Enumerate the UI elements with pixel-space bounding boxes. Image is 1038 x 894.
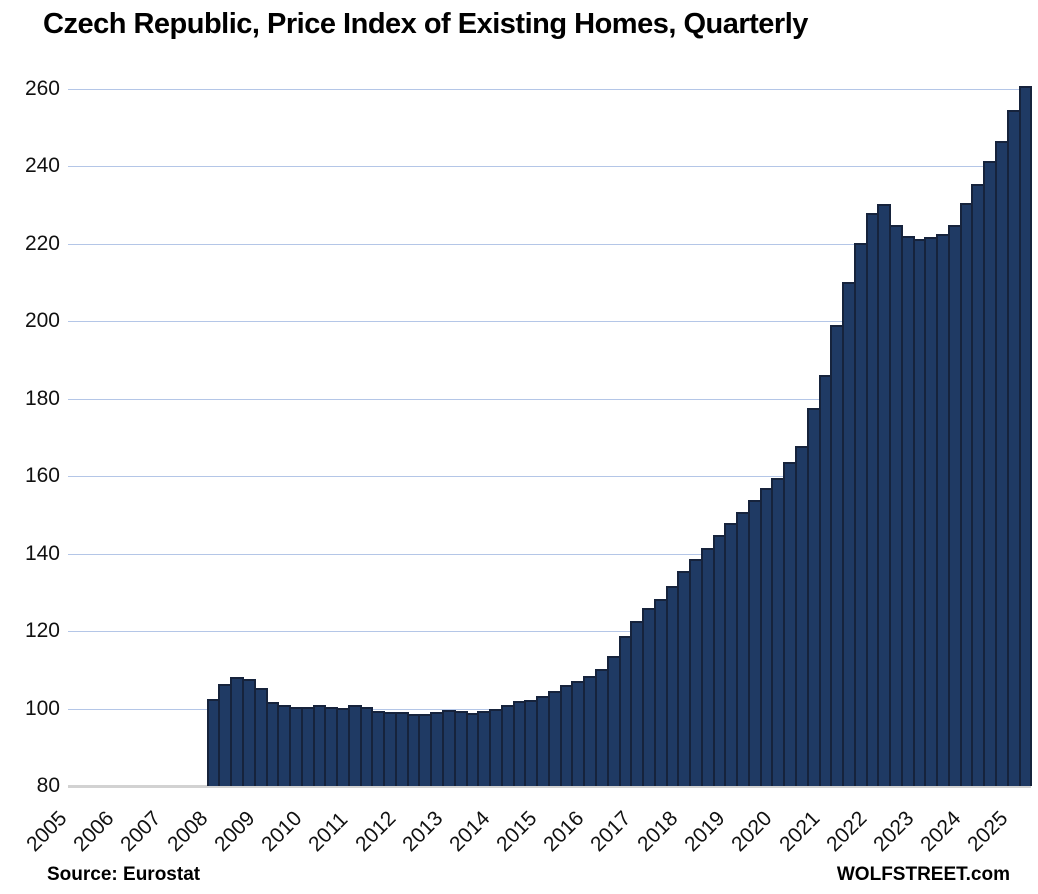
x-tick-label: 2022 [821, 806, 872, 857]
gridline [68, 166, 1031, 168]
gridline [68, 398, 1031, 400]
y-tick-label: 180 [24, 386, 60, 410]
x-tick-label: 2025 [962, 806, 1013, 857]
x-tick-label: 2021 [774, 806, 824, 857]
y-tick-label: 160 [24, 464, 60, 488]
x-tick-label: 2020 [727, 806, 777, 857]
x-tick-label: 2017 [586, 806, 636, 857]
x-tick-label: 2016 [539, 806, 589, 857]
x-tick-label: 2006 [68, 806, 119, 857]
y-tick-label: 80 [36, 774, 60, 797]
brand-note: WOLFSTREET.com [836, 864, 1010, 885]
gridline [68, 553, 1031, 555]
y-tick-label: 260 [24, 76, 60, 100]
x-tick-label: 2023 [868, 806, 919, 857]
x-tick-label: 2018 [633, 806, 683, 857]
x-tick-label: 2024 [915, 806, 966, 857]
y-tick-label: 120 [24, 619, 60, 643]
x-tick-label: 2013 [398, 806, 448, 857]
x-tick-label: 2010 [256, 806, 307, 857]
x-axis-baseline [68, 785, 1031, 788]
y-tick-label: 200 [24, 309, 60, 333]
x-tick-label: 2007 [115, 806, 166, 857]
gridline [68, 88, 1031, 90]
y-tick-label: 220 [24, 231, 60, 255]
gridline [68, 321, 1031, 323]
x-tick-label: 2011 [304, 807, 353, 857]
gridline [68, 631, 1031, 633]
gridline [68, 476, 1031, 478]
y-tick-label: 100 [24, 696, 60, 720]
source-note: Source: Eurostat [47, 864, 201, 885]
x-tick-label: 2005 [21, 806, 71, 857]
x-tick-label: 2012 [351, 806, 401, 857]
y-tick-label: 240 [24, 154, 60, 178]
x-tick-label: 2009 [209, 806, 260, 857]
x-tick-label: 2014 [445, 806, 495, 857]
bar-2025-Q2 [1018, 85, 1033, 786]
gridline [68, 243, 1031, 245]
x-tick-label: 2019 [680, 806, 730, 857]
chart-title: Czech Republic, Price Index of Existing … [43, 8, 808, 40]
x-tick-label: 2015 [492, 806, 542, 857]
y-tick-label: 140 [24, 541, 60, 565]
x-tick-label: 2008 [162, 806, 213, 857]
